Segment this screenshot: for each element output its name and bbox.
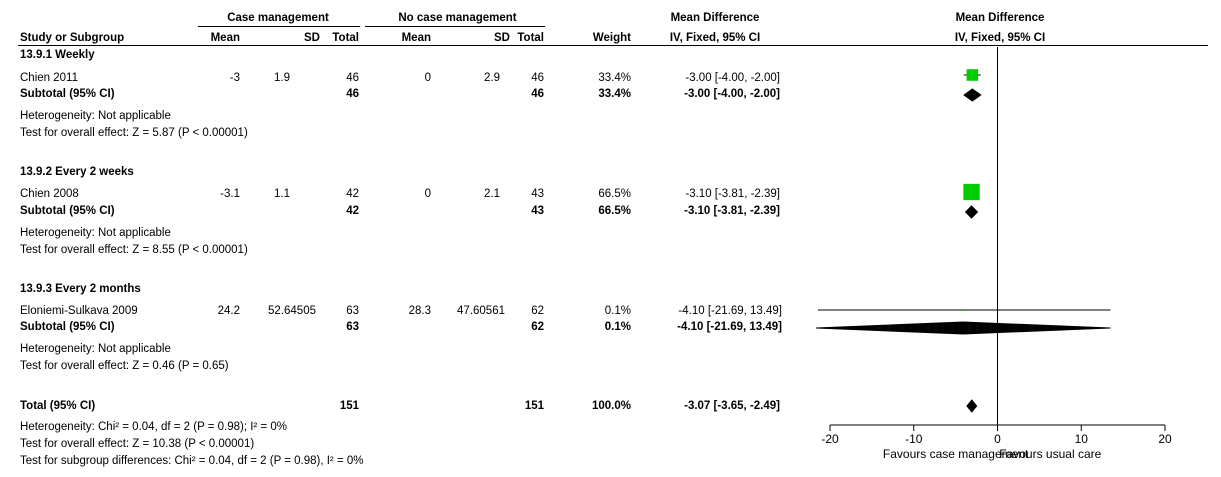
subgroup-title: 13.9.3 Every 2 months xyxy=(20,283,141,295)
subtotal-total-exp: 42 xyxy=(346,205,359,217)
x-tick-label: -20 xyxy=(821,432,839,446)
study-name: Chien 2008 xyxy=(20,188,79,200)
heterogeneity-text: Heterogeneity: Not applicable xyxy=(20,110,171,122)
subtotal-total-exp: 46 xyxy=(346,88,359,100)
footer-subgroup-differences: Test for subgroup differences: Chi² = 0.… xyxy=(20,455,364,467)
overall-effect-text: Test for overall effect: Z = 0.46 (P = 0… xyxy=(20,360,229,372)
study-sd-exp: 52.64505 xyxy=(268,305,316,317)
total-diamond xyxy=(966,399,978,413)
subtotal-weight: 33.4% xyxy=(598,88,631,100)
study-name: Eloniemi-Sulkava 2009 xyxy=(20,305,138,317)
overall-effect-text: Test for overall effect: Z = 5.87 (P < 0… xyxy=(20,127,248,139)
col-mean-ctrl-header: Mean xyxy=(401,32,431,44)
subgroup-title: 13.9.2 Every 2 weeks xyxy=(20,166,134,178)
subtotal-weight: 0.1% xyxy=(604,321,631,333)
header-divider xyxy=(18,45,1208,46)
study-name: Chien 2011 xyxy=(20,72,78,84)
x-tick-label: 10 xyxy=(1075,432,1089,446)
study-point-square xyxy=(963,183,980,201)
plot-method-header: IV, Fixed, 95% CI xyxy=(954,32,1046,44)
study-total-ctrl: 46 xyxy=(531,72,544,84)
subtotal-ci: -4.10 [-21.69, 13.49] xyxy=(677,321,782,333)
study-mean-ctrl: 0 xyxy=(424,72,431,84)
subtotal-diamond xyxy=(815,321,1111,335)
col-md-method-header: IV, Fixed, 95% CI xyxy=(669,32,761,44)
study-mean-exp: -3 xyxy=(229,72,240,84)
subtotal-label: Subtotal (95% CI) xyxy=(20,88,115,100)
study-sd-exp: 1.1 xyxy=(274,188,290,200)
group-underline-exp xyxy=(198,26,360,27)
subtotal-ci: -3.10 [-3.81, -2.39] xyxy=(684,205,780,217)
subtotal-total-ctrl: 46 xyxy=(531,88,544,100)
study-mean-ctrl: 28.3 xyxy=(408,305,431,317)
study-point-square xyxy=(966,69,979,81)
x-tick-label: 20 xyxy=(1158,432,1172,446)
x-tick-label: -10 xyxy=(905,432,923,446)
study-sd-exp: 1.9 xyxy=(274,72,290,84)
subgroup-title: 13.9.1 Weekly xyxy=(20,49,95,61)
col-sd-ctrl-header: SD xyxy=(494,32,510,44)
subtotal-label: Subtotal (95% CI) xyxy=(20,321,115,333)
study-weight: 66.5% xyxy=(598,188,631,200)
subtotal-label: Subtotal (95% CI) xyxy=(20,205,115,217)
footer-heterogeneity: Heterogeneity: Chi² = 0.04, df = 2 (P = … xyxy=(20,421,287,433)
group-header-no-case-management: No case management xyxy=(398,12,517,24)
study-total-exp: 42 xyxy=(346,188,359,200)
total-label: Total (95% CI) xyxy=(20,400,96,412)
study-weight: 0.1% xyxy=(604,305,631,317)
favours-right-label: Favours usual care xyxy=(999,447,1101,461)
subtotal-ci: -3.00 [-4.00, -2.00] xyxy=(684,88,780,100)
group-header-case-management: Case management xyxy=(227,12,329,24)
study-mean-ctrl: 0 xyxy=(424,188,431,200)
heterogeneity-text: Heterogeneity: Not applicable xyxy=(20,227,171,239)
overall-effect-text: Test for overall effect: Z = 8.55 (P < 0… xyxy=(20,244,248,256)
total-ci: -3.07 [-3.65, -2.49] xyxy=(684,400,780,412)
plot-header-title: Mean Difference xyxy=(955,12,1045,24)
study-ci: -3.00 [-4.00, -2.00] xyxy=(685,72,780,84)
group-underline-ctrl xyxy=(365,26,545,27)
study-total-exp: 46 xyxy=(346,72,359,84)
total-exp: 151 xyxy=(339,400,359,412)
col-sd-exp-header: SD xyxy=(304,32,320,44)
col-mean-exp-header: Mean xyxy=(210,32,240,44)
study-mean-exp: -3.1 xyxy=(220,188,240,200)
col-total-ctrl-header: Total xyxy=(517,32,544,44)
study-sd-ctrl: 47.60561 xyxy=(457,305,505,317)
footer-overall-effect: Test for overall effect: Z = 10.38 (P < … xyxy=(20,438,255,450)
md-header-title: Mean Difference xyxy=(670,12,760,24)
study-sd-ctrl: 2.9 xyxy=(484,72,500,84)
col-total-exp-header: Total xyxy=(332,32,359,44)
col-study-header: Study or Subgroup xyxy=(20,32,125,44)
subtotal-weight: 66.5% xyxy=(598,205,631,217)
col-weight-header: Weight xyxy=(592,32,631,44)
total-weight: 100.0% xyxy=(591,400,631,412)
study-sd-ctrl: 2.1 xyxy=(484,188,500,200)
subtotal-diamond xyxy=(963,88,982,102)
study-ci: -3.10 [-3.81, -2.39] xyxy=(685,188,780,200)
subtotal-total-exp: 63 xyxy=(346,321,359,333)
study-mean-exp: 24.2 xyxy=(217,305,240,317)
study-total-ctrl: 62 xyxy=(531,305,544,317)
total-ctrl: 151 xyxy=(524,400,544,412)
study-point-square xyxy=(962,309,965,311)
favours-left-label: Favours case management xyxy=(883,447,1029,461)
subtotal-diamond xyxy=(964,205,979,219)
subtotal-total-ctrl: 62 xyxy=(531,321,544,333)
study-total-exp: 63 xyxy=(346,305,359,317)
subtotal-total-ctrl: 43 xyxy=(531,205,544,217)
study-total-ctrl: 43 xyxy=(531,188,544,200)
study-ci: -4.10 [-21.69, 13.49] xyxy=(678,305,782,317)
heterogeneity-text: Heterogeneity: Not applicable xyxy=(20,343,171,355)
x-tick-label: 0 xyxy=(994,432,1001,446)
study-weight: 33.4% xyxy=(598,72,631,84)
